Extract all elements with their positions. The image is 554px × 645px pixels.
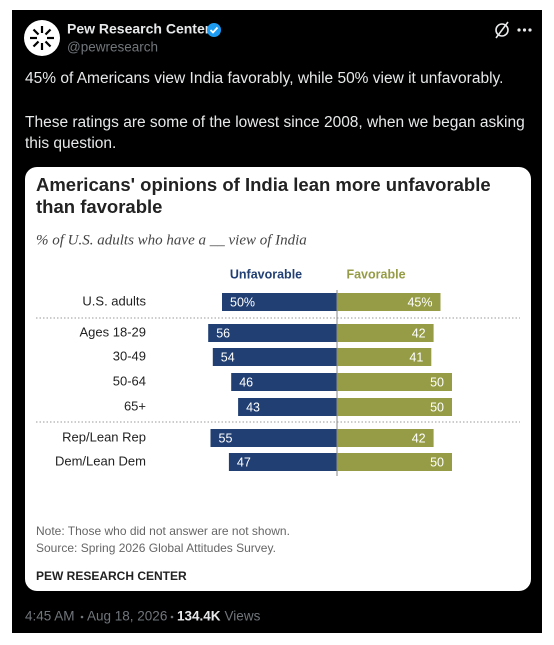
data-label: 54 — [221, 350, 235, 364]
separator — [170, 615, 174, 619]
tweet-text: 45% of Americans view India favorably, w… — [25, 70, 504, 87]
author-handle[interactable]: @pewresearch — [67, 40, 158, 55]
chart-credit: PEW RESEARCH CENTER — [36, 569, 187, 583]
bar — [337, 453, 452, 471]
chart-note: Note: Those who did not answer are not s… — [36, 524, 290, 538]
data-label: 42 — [412, 326, 426, 340]
category-label: 65+ — [124, 398, 146, 413]
bar — [208, 324, 337, 342]
legend-label: Unfavorable — [230, 267, 302, 281]
data-label: 50 — [430, 375, 444, 389]
data-label: 47 — [237, 455, 251, 469]
view-count: 134.4K — [177, 609, 221, 624]
author-name[interactable]: Pew Research Center — [67, 21, 211, 37]
data-label: 46 — [239, 375, 253, 389]
bar — [337, 398, 452, 416]
tweet-text: These ratings are some of the lowest sin… — [25, 114, 525, 152]
tweet-date[interactable]: Aug 18, 2026 — [87, 609, 167, 624]
verified-badge — [207, 23, 221, 37]
bar — [210, 429, 337, 447]
bar — [222, 293, 337, 311]
bar — [337, 348, 432, 366]
bar — [337, 429, 434, 447]
data-label: 45% — [407, 295, 432, 309]
chart-title: Americans' opinions of India lean more u… — [36, 174, 491, 217]
data-label: 41 — [409, 350, 423, 364]
data-label: 42 — [412, 431, 426, 445]
chart-subtitle: % of U.S. adults who have a __ view of I… — [36, 232, 307, 248]
views-label: Views — [225, 609, 261, 624]
bar — [231, 373, 337, 391]
category-label: Rep/Lean Rep — [62, 429, 146, 444]
legend-label: Favorable — [346, 267, 405, 281]
separator — [80, 615, 84, 619]
more-button[interactable] — [517, 28, 532, 32]
bar — [238, 398, 337, 416]
bar — [337, 324, 434, 342]
tweet-time[interactable]: 4:45 AM — [25, 609, 75, 624]
data-label: 50% — [230, 295, 255, 309]
bar — [212, 348, 337, 366]
bar — [337, 293, 441, 311]
bar — [337, 373, 452, 391]
data-label: 55 — [219, 431, 233, 445]
category-label: 50-64 — [113, 373, 146, 388]
chart-source: Source: Spring 2026 Global Attitudes Sur… — [36, 541, 276, 555]
data-label: 50 — [430, 400, 444, 414]
data-label: 43 — [246, 400, 260, 414]
data-label: 50 — [430, 455, 444, 469]
avatar[interactable] — [24, 20, 60, 56]
chart: Americans' opinions of India lean more u… — [36, 174, 520, 583]
grok-icon[interactable] — [495, 21, 509, 39]
data-label: 56 — [216, 326, 230, 340]
category-label: Dem/Lean Dem — [55, 453, 146, 468]
category-label: U.S. adults — [82, 293, 146, 308]
category-label: 30-49 — [113, 348, 146, 363]
bar — [228, 453, 337, 471]
category-label: Ages 18-29 — [80, 324, 147, 339]
